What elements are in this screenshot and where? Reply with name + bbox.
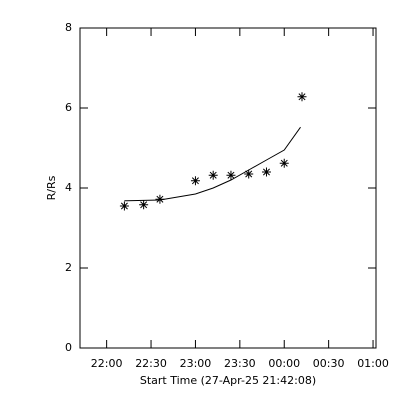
data-point (208, 170, 218, 180)
x-tick-label: 23:00 (180, 357, 212, 370)
x-tick-label: 01:00 (357, 357, 389, 370)
x-tick-label: 00:00 (268, 357, 300, 370)
x-tick-label: 22:30 (135, 357, 167, 370)
y-tick-label: 4 (65, 181, 72, 194)
y-tick-label: 6 (65, 101, 72, 114)
data-point (244, 169, 254, 179)
y-axis-title: R/Rs (45, 175, 58, 200)
x-tick-label: 23:30 (224, 357, 256, 370)
data-point (226, 170, 236, 180)
data-point (297, 92, 307, 102)
y-tick-label: 8 (65, 21, 72, 34)
x-axis-title: Start Time (27-Apr-25 21:42:08) (140, 374, 316, 387)
data-point (139, 200, 149, 210)
data-point (119, 201, 129, 211)
x-tick-label: 00:30 (313, 357, 345, 370)
data-point (279, 158, 289, 168)
data-point (155, 194, 165, 204)
data-point (190, 176, 200, 186)
y-tick-label: 0 (65, 341, 72, 354)
fit-line (124, 126, 301, 202)
y-tick-label: 2 (65, 261, 72, 274)
x-tick-label: 22:00 (91, 357, 123, 370)
data-point (261, 167, 271, 177)
